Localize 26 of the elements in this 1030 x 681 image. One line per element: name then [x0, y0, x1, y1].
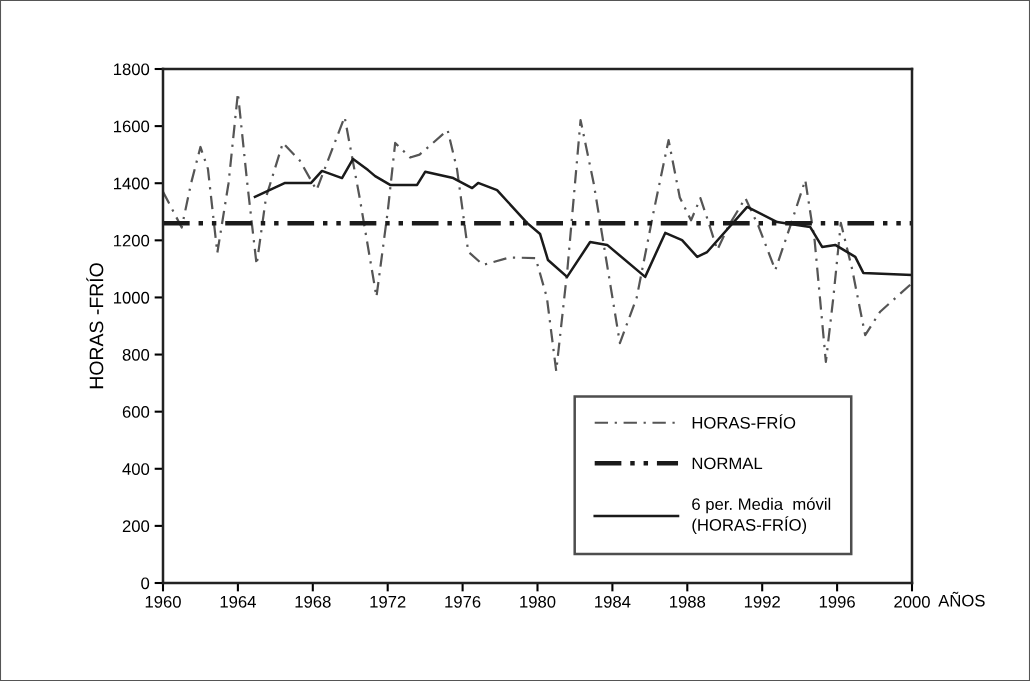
legend-label: HORAS-FRÍO: [692, 414, 796, 429]
legend-label: NORMAL: [692, 457, 763, 470]
y-tick-label: 1800: [114, 63, 150, 76]
x-tick-label: 1968: [295, 595, 331, 608]
y-tick-label: 1200: [114, 234, 150, 247]
y-tick-label: 1400: [114, 177, 150, 190]
x-tick-label: 1988: [670, 595, 706, 608]
y-tick-label: 600: [122, 406, 150, 418]
y-tick-label: 200: [122, 520, 150, 533]
x-tick-label: 1976: [445, 595, 481, 608]
legend-label: 6 per. Media móvil (HORAS-FRÍO): [692, 497, 831, 535]
y-tick-label: 800: [122, 348, 150, 361]
y-tick-label: 400: [122, 463, 150, 475]
x-axis-title: AÑOS: [938, 591, 985, 607]
y-tick-label: 1600: [114, 120, 150, 133]
x-tick-label: 1960: [145, 595, 181, 608]
x-tick-label: 2000: [894, 595, 930, 608]
x-tick-label: 1980: [520, 595, 556, 608]
x-tick-label: 1996: [819, 595, 855, 608]
y-tick-label: 0: [141, 577, 150, 590]
x-tick-label: 1984: [595, 595, 631, 608]
y-axis-title: HORAS -FRÍO: [86, 263, 104, 389]
x-tick-label: 1972: [370, 595, 406, 608]
y-tick-label: 1000: [114, 291, 150, 304]
x-tick-label: 1992: [744, 595, 780, 608]
x-tick-label: 1964: [220, 595, 256, 608]
